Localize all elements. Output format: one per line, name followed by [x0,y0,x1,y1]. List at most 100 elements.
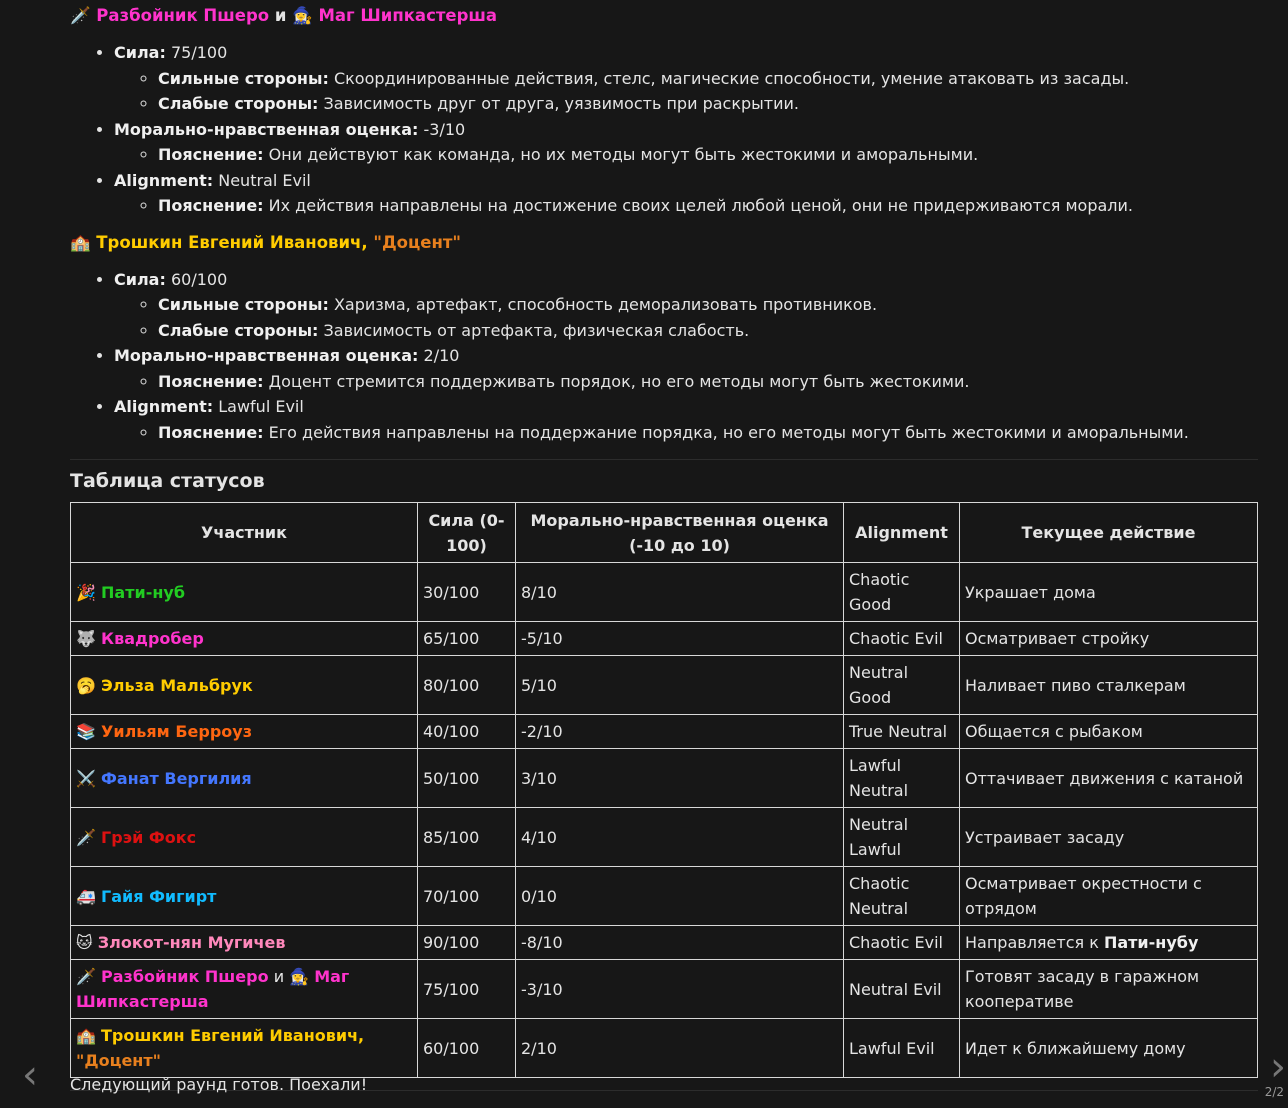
page-indicator: 2/2 [1264,1085,1284,1099]
stat-item: Сила: 75/100 Сильные стороны: Скоординиро… [114,40,1258,117]
participant-name: Пати-нуб [101,582,185,602]
status-table: Участник Сила (0-100) Морально-нравственна… [70,502,1258,1078]
power-cell: 70/100 [417,866,516,926]
stat-value: 75/100 [165,43,228,62]
action-text: Осматривает окрестности с отрядом [965,874,1202,918]
sub-list: Сильные стороны: Харизма, артефакт, спос… [114,292,1258,343]
stat-item: Морально-нравственная оценка: -3/10 Поясн… [114,117,1258,168]
participant-cell: 🏫 Трошкин Евгений Иванович, "Доцент" [70,1018,418,1078]
divider [70,459,1258,460]
participant-cell: 🗡️ Разбойник Пшеро и 🧙‍♀️ Маг Шипкастерш… [70,959,418,1019]
participant-cell: 🎉 Пати-нуб [70,562,418,622]
stats-list: Сила: 75/100 Сильные стороны: Скоординиро… [70,40,1258,219]
participant-cell: ⚔️ Фанат Вергилия [70,748,418,808]
sub-label: Пояснение: [158,196,264,215]
moral-cell: 4/10 [515,807,844,867]
participant-cell: 🥱 Эльза Мальбрук [70,655,418,715]
power-cell: 85/100 [417,807,516,867]
action-text: Наливает пиво сталкерам [965,675,1186,695]
party-popper-icon: 🎉 [76,582,102,602]
power-cell: 50/100 [417,748,516,808]
align-cell: Neutral Evil [843,959,960,1019]
stat-value: Neutral Evil [213,170,311,190]
character-name: "Доцент" [373,232,461,252]
sleepy-face-icon: 🥱 [76,675,102,695]
character-name: Разбойник Пшеро [96,6,270,25]
table-row: 🗡️ Разбойник Пшеро и 🧙‍♀️ Маг Шипкастерш… [70,959,1258,1019]
sub-item: Слабые стороны: Зависимость от артефакта… [158,318,1258,344]
participant-name: Квадробер [101,629,204,648]
ambulance-icon: 🚑 [76,886,102,906]
conjunction: и [274,6,287,25]
align-cell: Chaotic Good [843,562,960,622]
sub-label: Пояснение: [158,371,264,391]
message-content: 🗡️ Разбойник Пшеро и 🧙‍♀️ Маг Шипкастерш… [70,0,1258,1091]
power-cell: 65/100 [417,621,516,656]
action-cell: Общается с рыбаком [959,714,1258,749]
moral-cell: -3/10 [515,959,844,1019]
sub-item: Пояснение: Их действия направлены на дос… [158,193,1258,219]
action-cell: Устраивает засаду [959,807,1258,867]
table-row: 🗡️ Грэй Фокс 85/100 4/10 Neutral Lawful Устр… [70,807,1258,867]
align-cell: Lawful Neutral [843,748,960,808]
participant-name: Разбойник Пшеро [101,967,269,986]
footer-text: Следующий раунд готов. Поехали! [70,1075,368,1094]
action-text: Направляется к [965,933,1104,952]
table-row: 🐺 Квадробер 65/100 -5/10 Chaotic Evil Осматр… [70,621,1258,656]
action-text: Украшает дома [965,582,1096,602]
power-cell: 60/100 [417,1018,516,1078]
action-text: Готовят засаду в гаражном кооперативе [965,967,1200,1011]
table-row: 📚 Уильям Берроуз 40/100 -2/10 True Neutral О… [70,714,1258,749]
column-header: Текущее действие [959,502,1258,563]
sub-list: Пояснение: Доцент стремится поддерживать… [114,369,1258,395]
stat-item: Сила: 60/100 Сильные стороны: Харизма, ар… [114,267,1258,344]
next-page-button[interactable]: › [1270,1044,1286,1090]
action-cell: Готовят засаду в гаражном кооперативе [959,959,1258,1019]
dagger-icon: 🗡️ [76,827,102,847]
character-section: 🗡️ Разбойник Пшеро и 🧙‍♀️ Маг Шипкастерш… [70,6,1258,219]
table-row: 🎉 Пати-нуб 30/100 8/10 Chaotic Good Украшает… [70,562,1258,622]
align-cell: Neutral Good [843,655,960,715]
sub-item: Сильные стороны: Харизма, артефакт, спос… [158,292,1258,318]
power-cell: 40/100 [417,714,516,749]
wolf-icon: 🐺 [76,629,102,648]
books-icon: 📚 [76,722,102,741]
table-row: 🐱 Злокот-нян Мугичев 90/100 -8/10 Chaotic E… [70,925,1258,960]
stat-value: -3/10 [418,119,466,139]
crossed-swords-icon: ⚔️ [76,768,102,788]
moral-cell: 0/10 [515,866,844,926]
column-header: Сила (0-100) [417,502,516,563]
action-cell: Оттачивает движения с катаной [959,748,1258,808]
table-title: Таблица статусов [70,470,265,492]
action-cell: Осматривает стройку [959,621,1258,656]
stat-label: Сила: [114,269,166,289]
dagger-icon: 🗡️ [76,967,102,986]
moral-cell: -5/10 [515,621,844,656]
participant-cell: 🗡️ Грэй Фокс [70,807,418,867]
participant-cell: 📚 Уильям Берроуз [70,714,418,749]
align-cell: Chaotic Neutral [843,866,960,926]
action-text: Оттачивает движения с катаной [965,768,1244,788]
sub-label: Слабые стороны: [158,320,319,340]
sub-item: Пояснение: Доцент стремится поддерживать… [158,369,1258,395]
action-cell: Украшает дома [959,562,1258,622]
school-icon: 🏫 [76,1026,102,1045]
stat-value: 2/10 [418,346,460,365]
table-row: 🏫 Трошкин Евгений Иванович, "Доцент" 60/1… [70,1018,1258,1078]
sub-list: Пояснение: Их действия направлены на дос… [114,193,1258,219]
power-cell: 80/100 [417,655,516,715]
column-header: Морально-нравственная оценка (-10 до 10) [515,502,844,563]
moral-cell: 3/10 [515,748,844,808]
sub-label: Сильные стороны: [158,68,329,88]
character-section: 🏫 Трошкин Евгений Иванович, "Доцент" Сила… [70,233,1258,446]
sub-item: Пояснение: Они действуют как команда, но… [158,142,1258,168]
prev-page-button[interactable]: ‹ [22,1052,38,1098]
sub-value: Харизма, артефакт, способность деморализ… [328,295,878,314]
moral-cell: -8/10 [515,925,844,960]
sub-value: Доцент стремится поддерживать порядок, н… [263,371,970,391]
power-cell: 90/100 [417,925,516,960]
column-header: Участник [70,502,418,563]
sub-label: Пояснение: [158,145,264,164]
align-cell: Chaotic Evil [843,621,960,656]
participant-name: Эльза Мальбрук [101,675,253,695]
